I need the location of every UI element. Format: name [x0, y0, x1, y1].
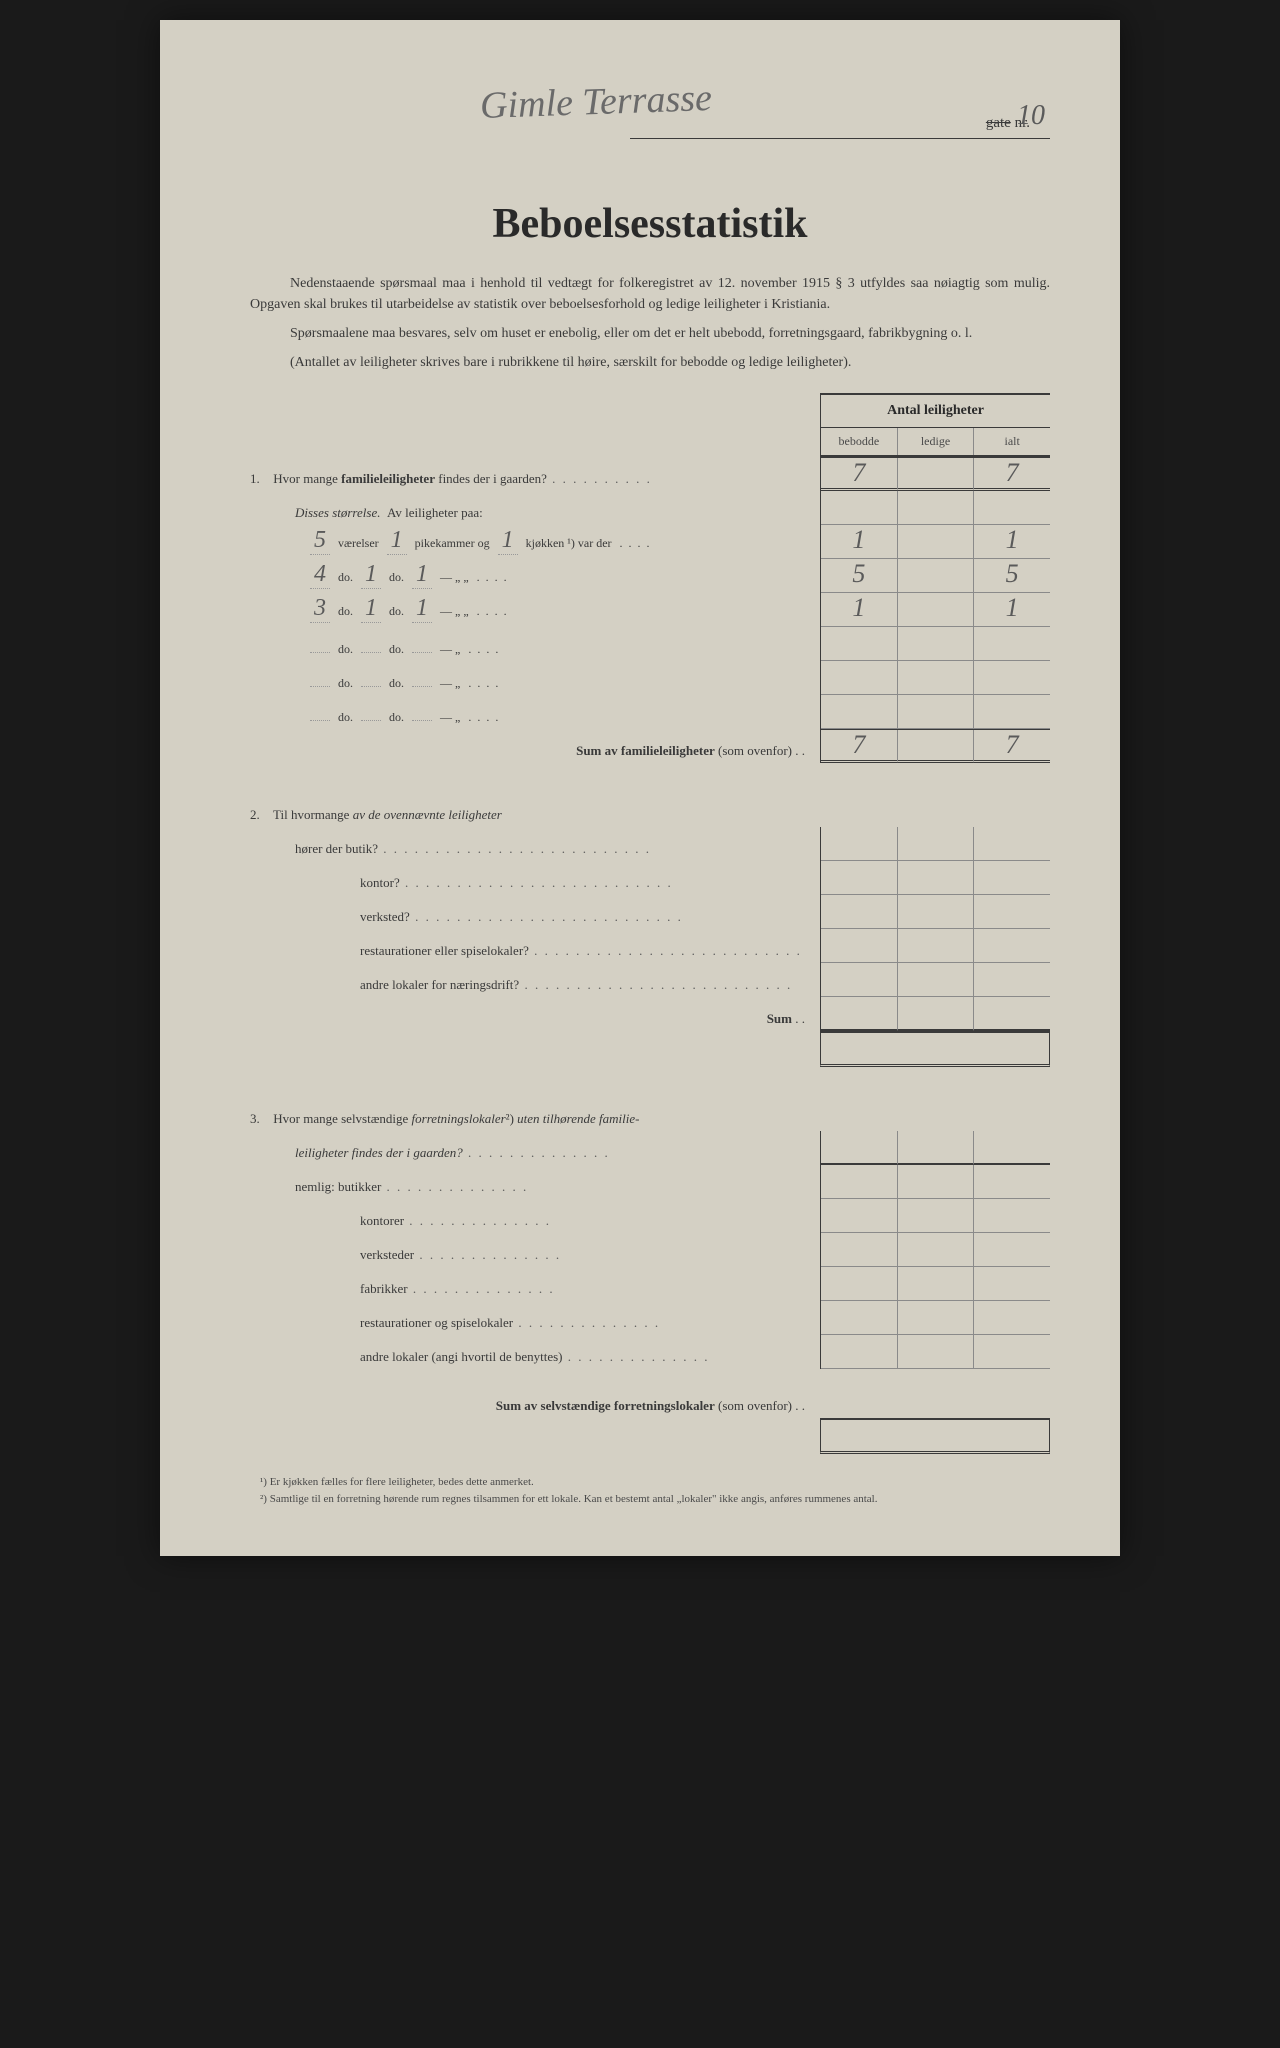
intro-p2: Spørsmaalene maa besvares, selv om huset… [250, 323, 1050, 344]
q3-line: nemlig: butikker [250, 1165, 1050, 1199]
q1-ledige [898, 458, 975, 491]
intro-p1: Nedenstaaende spørsmaal maa i henhold ti… [250, 273, 1050, 315]
q3-total-box [820, 1418, 1050, 1454]
footnotes: ¹) Er kjøkken fælles for flere leilighet… [250, 1474, 1050, 1507]
q3-sum: Sum av selvstændige forretningslokaler (… [250, 1384, 1050, 1418]
answer-subheader: bebodde ledige ialt [820, 428, 1050, 457]
size-row: do. do. — „ . . . . [250, 627, 1050, 661]
street-handwritten: Gimle Terrasse [479, 76, 712, 128]
size-row: 4do. 1do. 1— „ „ . . . . 55 [250, 559, 1050, 593]
footnote-2: ²) Samtlige til en forretning hørende ru… [250, 1491, 1050, 1508]
footnote-1: ¹) Er kjøkken fælles for flere leilighet… [250, 1474, 1050, 1491]
size-row: 3do. 1do. 1— „ „ . . . . 11 [250, 593, 1050, 627]
q3-header2: leiligheter findes der i gaarden? [250, 1131, 1050, 1165]
q2-line: andre lokaler for næringsdrift? [250, 963, 1050, 997]
q2-line: restaurationer eller spiselokaler? [250, 929, 1050, 963]
questions-col [250, 393, 820, 457]
q2-total-box [820, 1031, 1050, 1067]
q1-bebodde: 7 [821, 458, 898, 491]
size-row: do. do. — „ . . . . [250, 695, 1050, 729]
q3-line: restaurationer og spiselokaler [250, 1301, 1050, 1335]
q2-line: verksted? [250, 895, 1050, 929]
q2-line: hører der butik? [250, 827, 1050, 861]
q1-sum: Sum av familieleiligheter (som ovenfor) … [250, 729, 1050, 763]
q3-header1: 3. Hvor mange selvstændige forretningslo… [250, 1097, 1050, 1131]
answers-col: Antal leiligheter bebodde ledige ialt [820, 393, 1050, 457]
col-bebodde: bebodde [821, 428, 898, 455]
q1-sum-i: 7 [974, 730, 1050, 763]
q2-line: kontor? [250, 861, 1050, 895]
q2-sum: Sum . . [250, 997, 1050, 1031]
page-title: Beboelsesstatistik [250, 200, 1050, 248]
q2-header: 2. Til hvormange av de ovennævnte leilig… [250, 793, 1050, 827]
col-ledige: ledige [898, 428, 975, 455]
header-underline [630, 138, 1050, 139]
gate-label: gate [986, 115, 1011, 131]
q1-sum-b: 7 [821, 730, 898, 763]
q1-disses: Disses størrelse. Av leiligheter paa: [250, 491, 1050, 525]
size-row: 5værelser 1pikekammer og 1kjøkken ¹) var… [250, 525, 1050, 559]
q3-line: kontorer [250, 1199, 1050, 1233]
nr-value: 10 [1017, 100, 1045, 132]
q3-line: fabrikker [250, 1267, 1050, 1301]
document-page: Gimle Terrasse gate nr. 10 Beboelsesstat… [160, 20, 1120, 1556]
q1-row: 1. Hvor mange familieleiligheter findes … [250, 457, 1050, 491]
intro-p3: (Antallet av leiligheter skrives bare i … [250, 352, 1050, 373]
content-area: Antal leiligheter bebodde ledige ialt [250, 393, 1050, 457]
size-row: do. do. — „ . . . . [250, 661, 1050, 695]
col-ialt: ialt [974, 428, 1050, 455]
q1-ialt: 7 [974, 458, 1050, 491]
answer-header: Antal leiligheter [820, 393, 1050, 428]
q3-line: verksteder [250, 1233, 1050, 1267]
q3-line: andre lokaler (angi hvortil de benyttes) [250, 1335, 1050, 1369]
